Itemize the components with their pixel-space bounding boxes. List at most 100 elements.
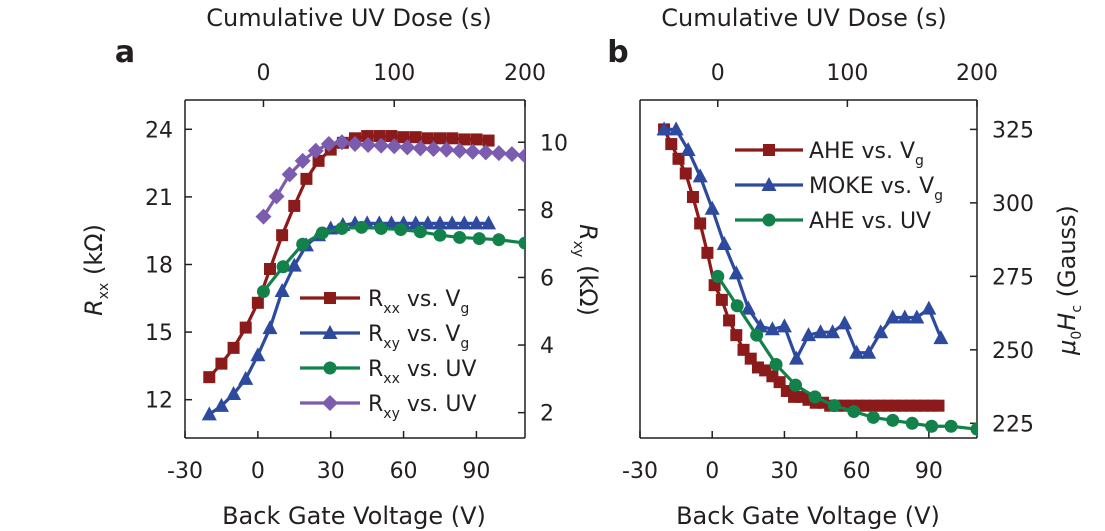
panel-a-data-point xyxy=(355,220,369,234)
legend-marker xyxy=(763,144,775,156)
panel-a-data-point xyxy=(425,141,442,158)
legend-label-main: R xyxy=(368,287,383,312)
panel-a-data-point xyxy=(347,135,363,152)
panel-b-data-point xyxy=(873,324,889,339)
panel-a-x-tick-label: 60 xyxy=(390,459,418,484)
panel-b-right-axis-title-unit: (Gauss) xyxy=(1053,205,1081,305)
legend-label: Rxx vs. Vg xyxy=(368,287,469,317)
panel-b-data-point xyxy=(808,390,822,404)
panel-a-data-point xyxy=(482,134,495,147)
panel-b-data-point xyxy=(723,314,736,327)
panel-a-data-point xyxy=(399,139,416,156)
panel-b-data-point xyxy=(730,299,744,313)
panel-b-top-tick-label: 0 xyxy=(711,61,725,86)
panel-a-data-point xyxy=(296,237,310,251)
legend-label-sub: g xyxy=(915,153,924,169)
panel-a-left-tick-label: 12 xyxy=(145,389,173,414)
panel-b-data-point xyxy=(704,200,720,215)
legend-item: AHE vs. UV xyxy=(735,209,931,234)
panel-a-data-point xyxy=(413,225,427,239)
panel-a-data-point xyxy=(281,166,298,183)
legend-label: AHE vs. UV xyxy=(809,209,931,234)
panel-a-right-tick-label: 10 xyxy=(540,131,568,156)
legend-item: Rxy vs. Vg xyxy=(300,322,469,352)
legend-label-main: R xyxy=(368,322,383,347)
panel-b-data-point xyxy=(789,378,803,392)
panel-b-data-point xyxy=(825,324,841,339)
panel-a-data-point xyxy=(456,215,472,230)
panel-b-series-ahe-vs-vg xyxy=(658,123,945,412)
panel-a-data-point xyxy=(288,199,301,212)
legend-item: MOKE vs. Vg xyxy=(735,174,943,204)
panel-b-x-tick-label: 30 xyxy=(770,459,798,484)
panel-b-series-ahe-vs-uv xyxy=(711,269,977,436)
panel-a-data-point xyxy=(360,136,377,153)
panel-a-right-axis-title-unit: (kΩ) xyxy=(574,257,602,316)
panel-a-series-rxy-vs-uv xyxy=(255,134,525,225)
legend-item: Rxx vs. Vg xyxy=(300,287,469,317)
panel-a-data-point xyxy=(251,296,264,309)
panel-a-data-point xyxy=(517,147,525,164)
panel-a-data-point xyxy=(409,131,422,144)
legend-label-sub2: g xyxy=(460,301,469,317)
panel-a-right-axis-title-sub: xy xyxy=(570,241,586,258)
panel-a-left-tick-label: 18 xyxy=(145,253,173,278)
legend-label-rest: vs. UV xyxy=(400,357,477,382)
panel-a-data-point xyxy=(274,282,290,297)
panel-b-data-point xyxy=(665,138,678,151)
legend-item: AHE vs. Vg xyxy=(735,139,924,169)
legend-label-main: R xyxy=(368,357,383,382)
panel-b-data-point xyxy=(680,141,696,156)
panel-a-data-point xyxy=(227,341,240,354)
panel-b-data-point xyxy=(932,399,945,412)
panel-a-data-point xyxy=(470,133,483,146)
panel-a-right-tick-label: 8 xyxy=(540,199,554,224)
panel-b-right-axis-title-sub: 0 xyxy=(1069,331,1085,340)
panel-b-label: b xyxy=(607,35,628,70)
legend-label: Rxy vs. UV xyxy=(368,392,477,422)
panel-a-data-point xyxy=(490,145,507,162)
panel-b-data-point xyxy=(692,168,708,183)
panel-a-data-point xyxy=(307,142,324,159)
panel-b-data-point xyxy=(970,422,977,436)
panel-a-top-tick-label: 200 xyxy=(504,61,546,86)
panel-a-series-rxy-vs-vg xyxy=(201,215,497,421)
panel-b-data-point xyxy=(849,344,865,359)
legend-label-main: MOKE vs. V xyxy=(809,174,934,199)
panel-a-data-point xyxy=(262,320,278,335)
panel-b: Cumulative UV Dose (s) b Back Gate Volta… xyxy=(607,4,1085,530)
panel-b-data-point xyxy=(694,217,707,230)
panel-b-x-axis-title: Back Gate Voltage (V) xyxy=(676,502,940,530)
panel-a-data-point xyxy=(286,257,302,272)
panel-a-series-rxx-vs-uv xyxy=(256,220,525,299)
panel-b-data-point xyxy=(905,416,919,430)
panel-b-axes: -30 0 30 60 90 0 100 200 225 250 275 300 325 xyxy=(622,61,1034,484)
panel-a-data-point xyxy=(394,223,408,237)
panel-b-data-point xyxy=(801,327,816,342)
panel-a-data-point xyxy=(239,321,252,334)
panel-a-data-point xyxy=(481,215,497,230)
panel-a-data-point xyxy=(300,172,313,185)
legend-label-sub2: g xyxy=(460,336,469,352)
panel-a-data-point xyxy=(464,143,481,160)
panel-b-data-point xyxy=(730,329,743,342)
panel-a-data-point xyxy=(444,215,460,230)
panel-a-right-axis-title-main: R xyxy=(574,224,602,241)
panel-b-data-point xyxy=(909,309,925,324)
panel-b-data-point xyxy=(728,265,744,280)
legend-label-main: AHE vs. UV xyxy=(809,209,931,234)
panel-a-left-axis-title-unit: (kΩ) xyxy=(80,224,108,283)
legend-label-sub: g xyxy=(934,188,943,204)
panel-a-left-tick-label: 24 xyxy=(145,118,173,143)
panel-b-right-axis-title-main2: H xyxy=(1053,313,1081,331)
panel-a-data-point xyxy=(458,133,471,146)
panel-b-x-tick-label: 90 xyxy=(915,459,943,484)
panel-a-data-point xyxy=(472,232,486,246)
panel-a-data-point xyxy=(374,221,388,235)
panel-b-data-point xyxy=(769,358,783,372)
legend-item: Rxy vs. UV xyxy=(300,392,477,422)
panel-a-series-line xyxy=(262,225,525,293)
panel-a-series-rxx-vs-vg xyxy=(203,130,495,384)
panel-b-top-tick-label: 100 xyxy=(826,61,868,86)
